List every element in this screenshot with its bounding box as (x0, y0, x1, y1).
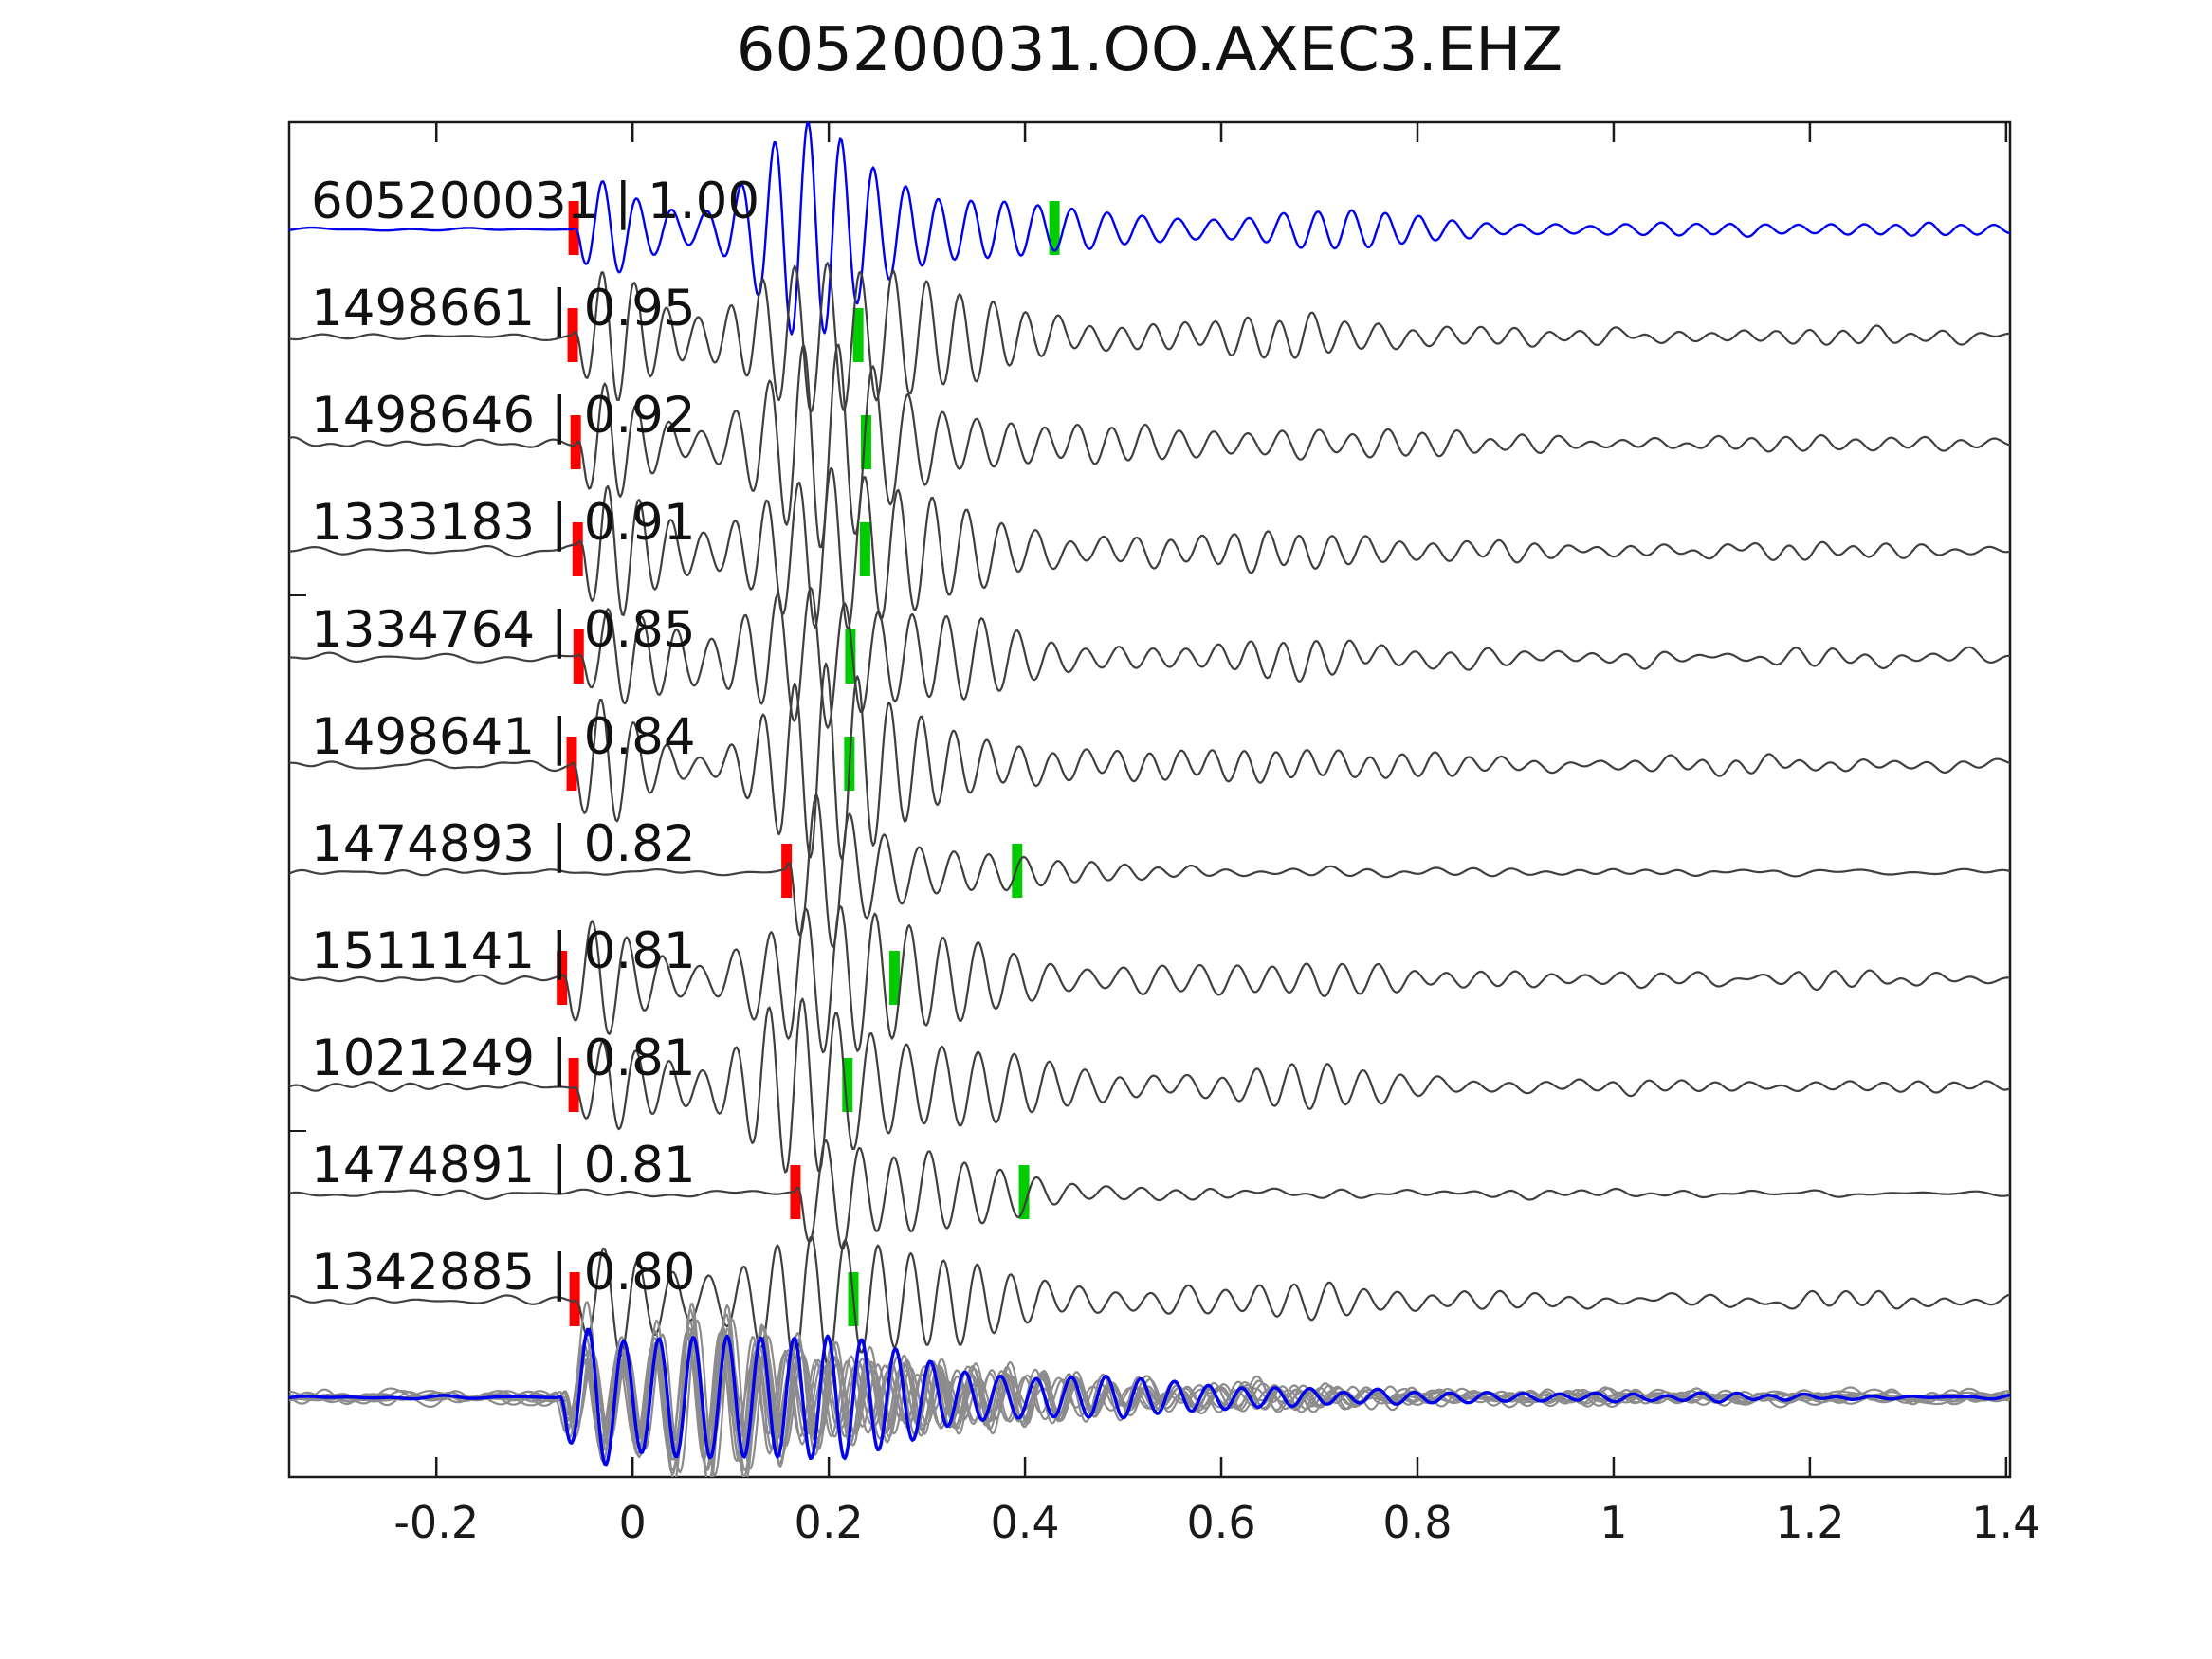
waveform-trace (289, 1139, 2010, 1250)
stack-mean-trace (289, 1327, 2010, 1467)
pick-marker-red (557, 951, 568, 1005)
trace-label: 1498661 | 0.95 (311, 280, 696, 337)
waveform-trace (289, 1235, 2010, 1369)
trace-label: 1474893 | 0.82 (311, 815, 696, 873)
figure-title: 605200031.OO.AXEC3.EHZ (736, 15, 1563, 85)
waveform-trace (289, 904, 2010, 1054)
trace-label: 1498646 | 0.92 (311, 387, 696, 445)
waveform-trace (289, 586, 2010, 729)
x-tick-label: 1.4 (1971, 1497, 2040, 1548)
pick-marker-green (845, 629, 856, 684)
pick-marker-red (569, 1272, 580, 1326)
waveform-trace (289, 122, 2010, 336)
pick-marker-green (1018, 1165, 1030, 1219)
x-tick-label: 0.8 (1382, 1497, 1452, 1548)
pick-marker-red (568, 1058, 579, 1112)
trace-label: 1021249 | 0.81 (311, 1030, 696, 1087)
pick-marker-red (573, 629, 584, 684)
pick-marker-green (1049, 201, 1060, 255)
x-tick-label: 0.2 (795, 1497, 864, 1548)
trace-label: 1333183 | 0.91 (311, 494, 696, 552)
waveform-trace (289, 997, 2010, 1174)
x-tick-label: 0.6 (1186, 1497, 1255, 1548)
x-tick-label: 0 (619, 1497, 647, 1548)
pick-marker-red (781, 844, 793, 898)
trace-layer (289, 122, 2010, 1477)
waveform-trace (289, 467, 2010, 630)
pick-marker-green (859, 522, 870, 576)
pick-marker-red (572, 522, 583, 576)
pick-marker-green (1012, 844, 1023, 898)
waveform-trace (289, 262, 2010, 413)
plot-border (287, 120, 2012, 1479)
waveform-trace (289, 662, 2010, 861)
pick-marker-green (888, 951, 900, 1005)
trace-label: 605200031 | 1.00 (311, 173, 759, 230)
pick-marker-red (570, 415, 581, 469)
pick-marker-red (790, 1165, 801, 1219)
waveform-trace (289, 343, 2010, 549)
pick-marker-green (842, 1058, 853, 1112)
waveform-trace (289, 793, 2010, 948)
trace-label: 1498641 | 0.84 (311, 708, 696, 766)
trace-label: 1474891 | 0.81 (311, 1137, 696, 1194)
pick-marker-green (852, 308, 864, 362)
x-tick-label: 1 (1600, 1497, 1627, 1548)
x-tick-label: 0.4 (991, 1497, 1060, 1548)
trace-label: 1511141 | 0.81 (311, 922, 696, 980)
trace-label: 1334764 | 0.85 (311, 601, 696, 659)
x-tick-label: -0.2 (393, 1497, 479, 1548)
x-tick-label: 1.2 (1775, 1497, 1844, 1548)
trace-label: 1342885 | 0.80 (311, 1244, 696, 1302)
pick-marker-green (860, 415, 871, 469)
